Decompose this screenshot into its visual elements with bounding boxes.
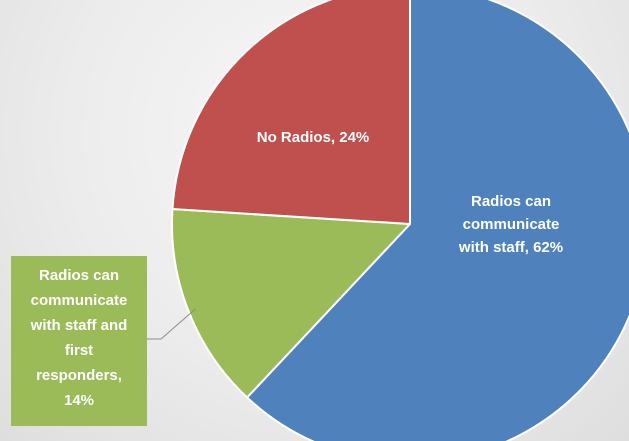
label-staff-first-responders: Radios can communicate with staff and first… (30, 267, 128, 409)
leader-line (147, 308, 196, 340)
label-staff: Radios can communicate with staff, 62% (458, 193, 563, 256)
callout-box (11, 256, 147, 426)
pie-labels: Radios can communicate with staff, 62% No R… (11, 129, 563, 426)
pie-slices (171, 0, 629, 441)
slice-staff-first-responders (171, 208, 411, 399)
label-no-radios: No Radios, 24% (257, 129, 370, 146)
slice-no-radios (171, 0, 411, 225)
slice-staff (246, 0, 629, 441)
